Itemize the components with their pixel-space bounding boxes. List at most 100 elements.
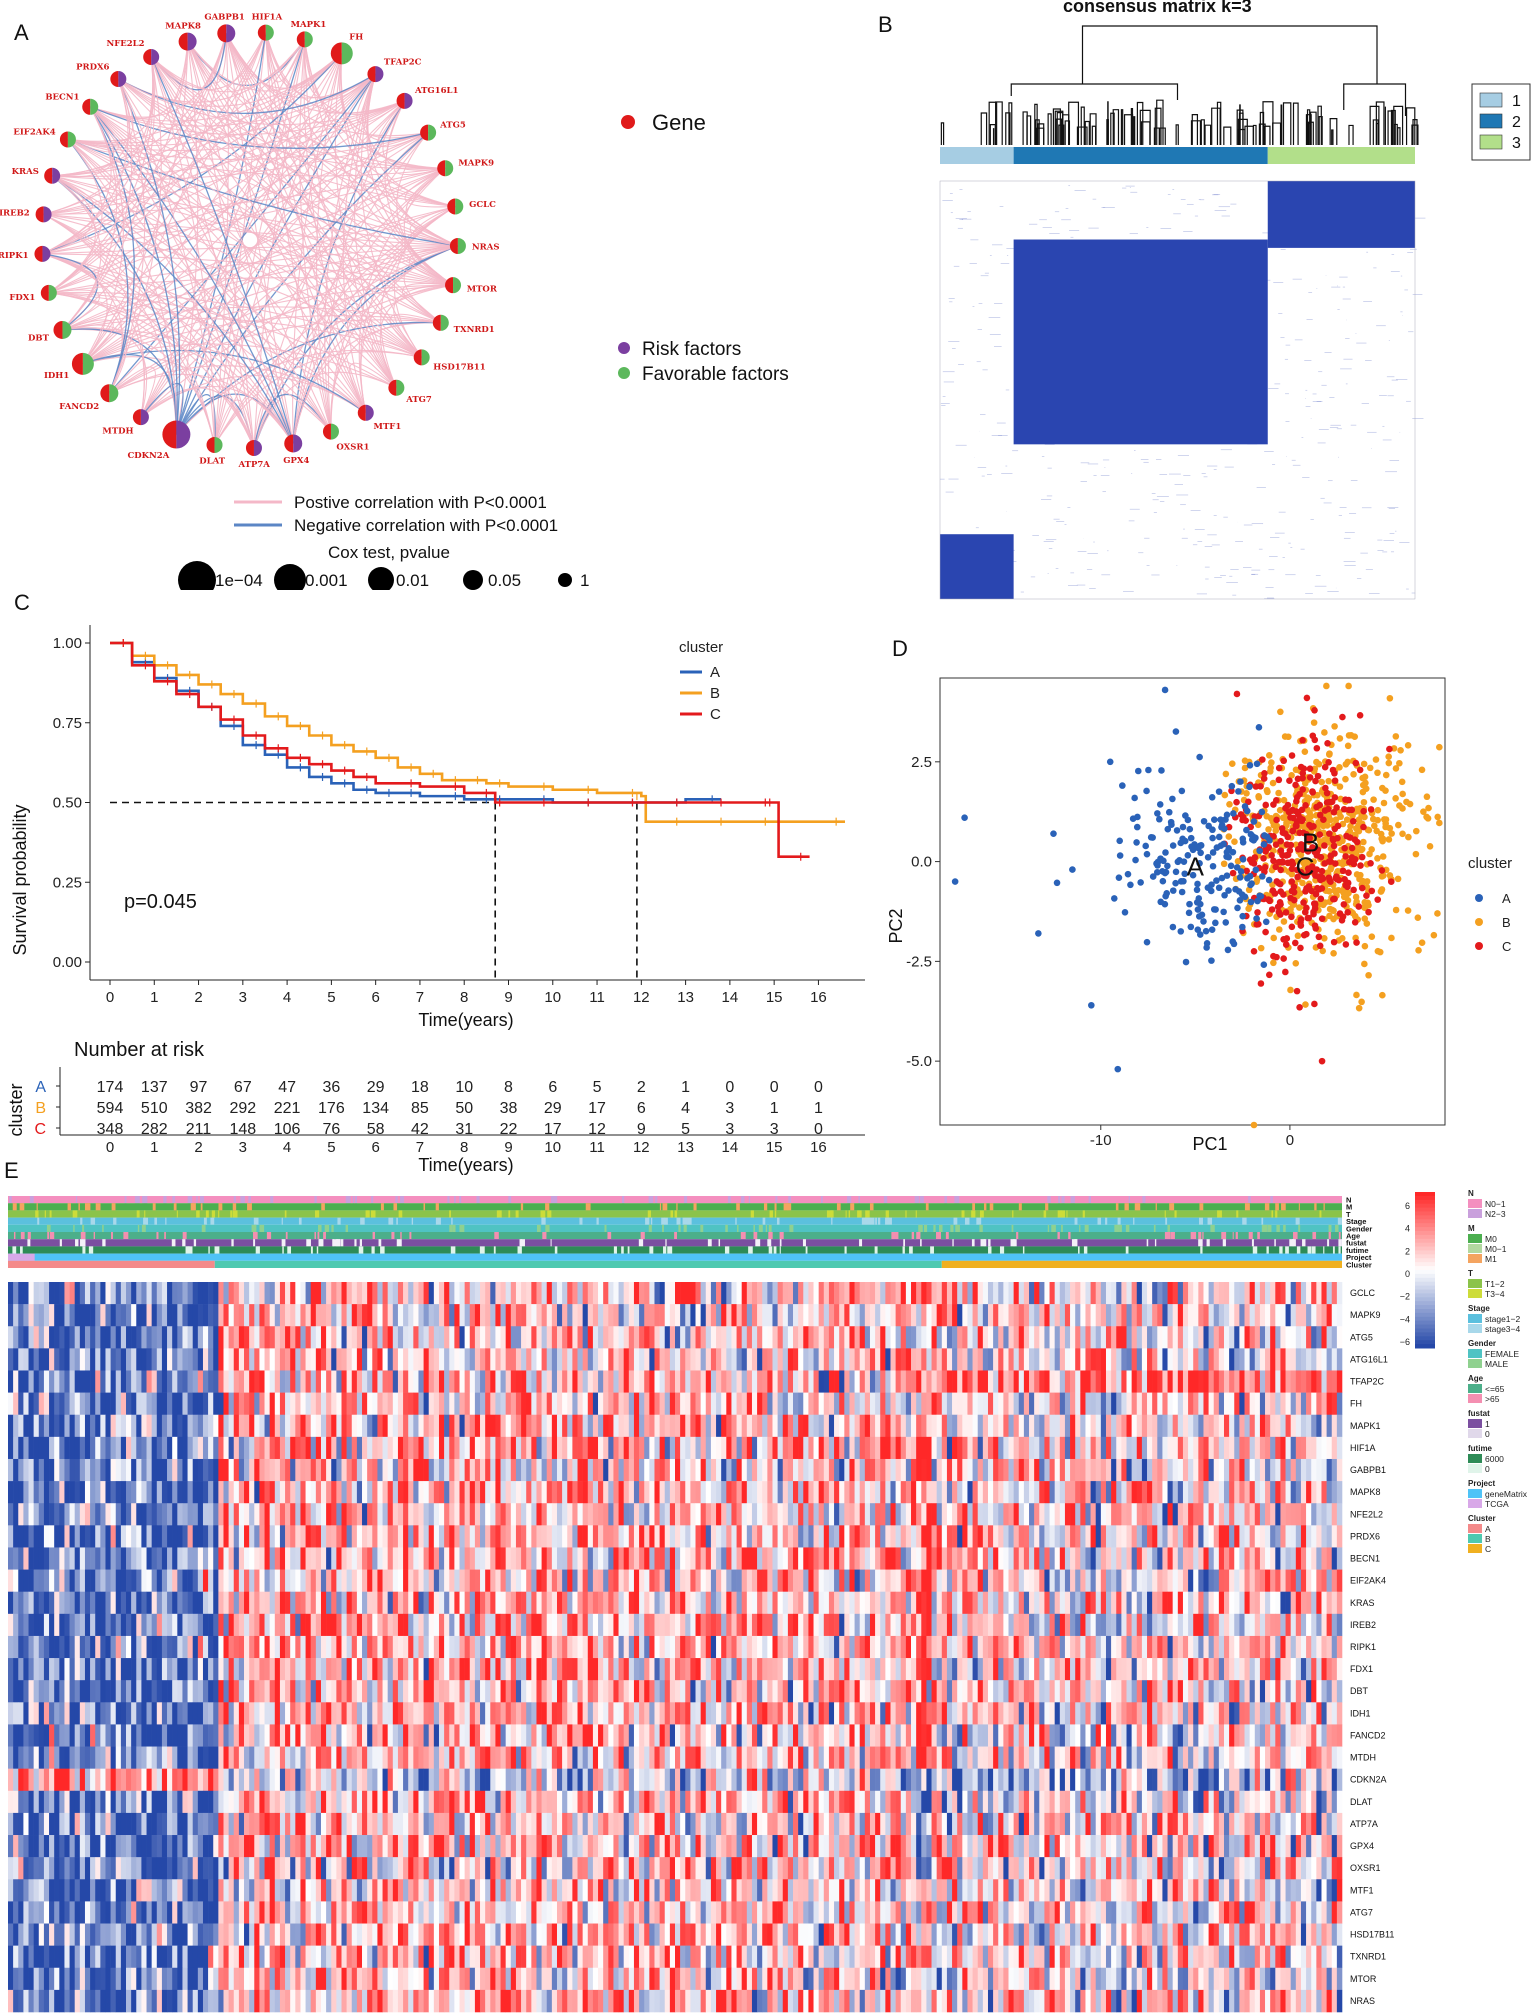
gene-node-label: NRAS [472, 242, 500, 252]
heatmap-cell [100, 1370, 106, 1393]
heatmap-cell [13, 1436, 19, 1460]
heatmap-cell [1167, 1326, 1173, 1349]
heatmap-cell [818, 1326, 825, 1349]
heatmap-cell [244, 1348, 250, 1371]
pca-point-A [1209, 849, 1217, 856]
heatmap-cell [310, 1392, 317, 1416]
heatmap-cell [757, 1436, 763, 1460]
positive-edge [52, 78, 131, 177]
heatmap-cell [1049, 1370, 1055, 1393]
annotation-track-mark [1295, 1217, 1300, 1225]
heatmap-cell [1254, 1326, 1261, 1349]
heatmap-cell [110, 1392, 117, 1416]
heatmap-cell [377, 1282, 383, 1305]
heatmap-cell [151, 1326, 158, 1349]
heatmap-cell [993, 1436, 999, 1460]
heatmap-cell [192, 1304, 199, 1327]
heatmap-cell [290, 1436, 296, 1460]
annotation-track-mark [111, 1203, 116, 1211]
heatmap-cell [859, 1348, 866, 1371]
heatmap-cell [582, 1392, 589, 1416]
annotation-track-mark [253, 1217, 259, 1225]
annotation-track-mark [902, 1246, 905, 1254]
annotation-track-mark [844, 1246, 847, 1254]
heatmap-cell [290, 1304, 296, 1327]
heatmap-cell [259, 1392, 265, 1416]
pca-centroid-label: C [1296, 852, 1315, 882]
annotation-track-mark [80, 1232, 86, 1240]
consensus-dendrogram [940, 25, 1419, 145]
survival-x-tick-label: 8 [460, 989, 468, 1006]
pca-point-A [1247, 898, 1255, 906]
heatmap-cell [526, 1304, 532, 1327]
heatmap-cell [803, 1348, 809, 1371]
heatmap-cell [582, 1282, 589, 1305]
heatmap-cell [941, 1392, 948, 1416]
survival-y-tick-label: 0.25 [53, 874, 82, 891]
pca-x-tick-label: -10 [1090, 1132, 1112, 1149]
annotation-track-mark [1012, 1210, 1014, 1218]
heatmap-cell [592, 1436, 599, 1460]
heatmap-cell [1013, 1392, 1020, 1416]
heatmap-cell [1285, 1348, 1291, 1371]
annotation-track-mark [205, 1210, 209, 1218]
pca-point-C [1358, 853, 1366, 861]
heatmap-cell [38, 1348, 45, 1371]
heatmap-cell [233, 1348, 240, 1371]
heatmap-cell [392, 1282, 399, 1305]
heatmap-cell [1049, 1282, 1055, 1305]
heatmap-cell [315, 1370, 322, 1393]
heatmap-cell [372, 1304, 378, 1327]
heatmap-cell [403, 1304, 409, 1327]
gene-node-right-half [404, 92, 413, 109]
annotation-track-mark [310, 1246, 313, 1254]
heatmap-cell [397, 1436, 404, 1460]
heatmap-cell [202, 1414, 209, 1438]
annotation-track-mark [954, 1196, 960, 1204]
heatmap-cell [1131, 1348, 1138, 1371]
pca-point-A [1228, 782, 1236, 790]
gene-node-right-half [52, 167, 61, 184]
heatmap-cell [1105, 1304, 1112, 1327]
pca-point-A [1246, 783, 1253, 791]
heatmap-cell [685, 1304, 691, 1327]
heatmap-cell [685, 1370, 691, 1393]
pca-point-C [1277, 911, 1284, 918]
risk-table-row-label: A [35, 1079, 46, 1096]
heatmap-cell [782, 1436, 789, 1460]
heatmap-cell [582, 1348, 589, 1371]
heatmap-cell [546, 1304, 553, 1327]
heatmap-cell [156, 1436, 163, 1460]
heatmap-cell [1306, 1436, 1312, 1460]
pca-point-C [1296, 1004, 1303, 1011]
pca-point-A [1116, 837, 1123, 845]
annotation-track-mark [674, 1232, 677, 1240]
heatmap-cell [213, 1348, 219, 1371]
positive-edge [43, 213, 458, 247]
heatmap-cell [1034, 1326, 1040, 1349]
heatmap-cell [1018, 1326, 1025, 1349]
heatmap-cell [54, 1304, 60, 1327]
pca-point-A [1172, 868, 1180, 876]
positive-edge [43, 100, 405, 215]
positive-edge [43, 175, 94, 215]
annotation-cluster-segment [214, 1260, 942, 1268]
heatmap-cell [1239, 1414, 1245, 1438]
heatmap-cell [459, 1370, 465, 1393]
pca-point-A [1156, 815, 1163, 823]
heatmap-cell [818, 1370, 825, 1393]
heatmap-cell [664, 1348, 671, 1371]
heatmap-cell [1039, 1304, 1045, 1327]
heatmap-cell [1270, 1414, 1276, 1438]
annotation-track-mark [645, 1217, 650, 1225]
annotation-track-mark [47, 1232, 50, 1240]
heatmap-cell [300, 1392, 306, 1416]
heatmap-cell [957, 1304, 963, 1327]
heatmap-cell [1321, 1436, 1327, 1460]
heatmap-cell [23, 1436, 29, 1460]
risk-table-xlabel: Time(years) [418, 1155, 513, 1175]
heatmap-cell [1167, 1370, 1173, 1393]
risk-table-cell: 47 [278, 1079, 296, 1096]
heatmap-cell [372, 1370, 378, 1393]
heatmap-cell [654, 1436, 660, 1460]
